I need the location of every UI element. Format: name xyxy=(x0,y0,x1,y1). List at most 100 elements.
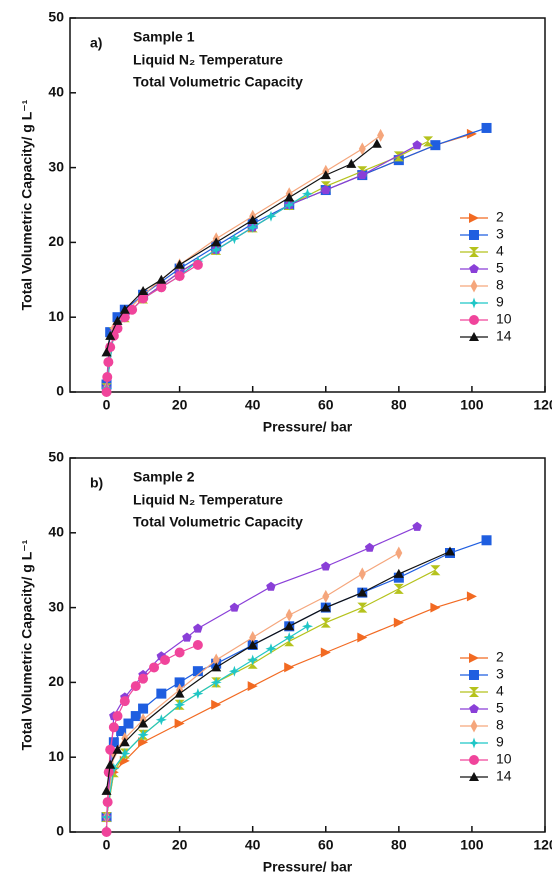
marker xyxy=(101,785,112,795)
series-line xyxy=(105,133,473,385)
marker xyxy=(211,662,222,672)
legend-marker xyxy=(469,332,479,341)
x-tick-label: 40 xyxy=(245,837,261,853)
marker xyxy=(130,681,141,692)
marker xyxy=(174,688,185,698)
series-line xyxy=(105,625,308,818)
marker xyxy=(174,677,185,688)
legend-marker xyxy=(469,687,479,697)
marker xyxy=(211,699,222,710)
legend-marker xyxy=(469,264,479,273)
marker xyxy=(130,711,141,722)
marker xyxy=(105,744,116,755)
marker xyxy=(102,797,113,808)
legend-label: 5 xyxy=(496,260,504,276)
marker xyxy=(192,666,203,677)
marker xyxy=(149,662,160,673)
series-line xyxy=(105,143,378,353)
series-line xyxy=(105,127,487,385)
legend-marker xyxy=(469,230,479,240)
series-line xyxy=(105,193,308,389)
legend-label: 3 xyxy=(496,226,504,242)
marker xyxy=(393,583,404,594)
marker xyxy=(192,640,203,650)
x-tick-label: 120 xyxy=(533,837,552,853)
marker xyxy=(174,259,185,269)
legend-marker xyxy=(470,279,478,293)
marker xyxy=(155,714,167,726)
marker xyxy=(364,542,375,552)
marker xyxy=(116,726,127,737)
legend-marker xyxy=(469,315,479,325)
marker xyxy=(357,170,368,180)
marker xyxy=(430,140,441,151)
y-tick-label: 10 xyxy=(48,748,64,764)
marker xyxy=(156,282,167,293)
marker xyxy=(138,703,149,714)
plot-frame xyxy=(69,17,546,393)
marker xyxy=(283,632,295,643)
legend-label: 9 xyxy=(496,734,504,750)
legend-marker xyxy=(470,719,478,733)
marker xyxy=(284,621,295,631)
marker xyxy=(119,748,131,759)
marker xyxy=(156,688,167,699)
legend-label: 2 xyxy=(496,649,504,665)
marker xyxy=(101,347,112,357)
annotation: Total Volumetric Capacity xyxy=(133,74,303,90)
marker xyxy=(211,237,222,247)
marker xyxy=(358,567,366,581)
chart-title: Sample 1 xyxy=(133,29,195,45)
marker xyxy=(228,233,240,245)
marker xyxy=(423,136,434,147)
marker xyxy=(320,617,331,628)
y-tick-label: 20 xyxy=(48,673,64,689)
y-tick-label: 40 xyxy=(48,524,64,540)
marker xyxy=(119,312,130,323)
marker xyxy=(346,158,357,168)
legend-marker xyxy=(468,297,480,309)
marker xyxy=(320,647,331,658)
marker xyxy=(193,623,203,633)
marker xyxy=(127,304,138,315)
marker xyxy=(138,718,149,728)
x-tick-label: 60 xyxy=(318,397,334,413)
marker xyxy=(466,591,477,602)
x-axis-label: Pressure/ bar xyxy=(263,419,353,435)
y-tick-label: 0 xyxy=(56,823,64,839)
marker xyxy=(430,565,441,576)
marker xyxy=(247,221,259,233)
x-tick-label: 40 xyxy=(245,397,261,413)
marker xyxy=(156,274,167,284)
legend-label: 9 xyxy=(496,294,504,310)
marker xyxy=(105,330,116,340)
marker xyxy=(481,535,492,546)
marker xyxy=(266,581,276,591)
marker xyxy=(182,632,192,642)
legend-label: 3 xyxy=(496,666,504,682)
marker xyxy=(395,546,403,560)
marker xyxy=(160,654,170,665)
marker xyxy=(302,620,313,632)
marker xyxy=(357,602,368,613)
marker xyxy=(265,210,277,222)
marker xyxy=(174,647,185,658)
marker xyxy=(321,561,331,571)
legend-label: 4 xyxy=(496,243,504,259)
marker xyxy=(284,192,295,202)
marker xyxy=(321,185,331,195)
y-tick-label: 30 xyxy=(48,598,64,614)
plot-frame xyxy=(69,457,546,833)
legend-label: 4 xyxy=(496,683,504,699)
y-tick-label: 30 xyxy=(48,158,64,174)
series-line xyxy=(105,134,381,389)
marker xyxy=(108,722,119,733)
annotation: Total Volumetric Capacity xyxy=(133,514,303,530)
marker xyxy=(247,640,258,649)
marker xyxy=(112,315,123,325)
y-tick-label: 50 xyxy=(48,9,64,25)
legend-marker xyxy=(469,772,479,781)
marker xyxy=(412,140,422,150)
y-axis-label: Total Volumetric Capacity/ g L⁻¹ xyxy=(19,99,35,310)
